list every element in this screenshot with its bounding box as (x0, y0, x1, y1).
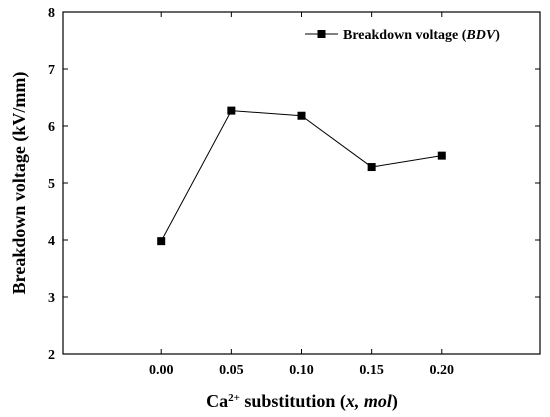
x-axis-title-middle: substitution ( (240, 391, 346, 412)
data-point (157, 237, 166, 246)
y-tick-label: 8 (48, 6, 55, 21)
legend-marker (317, 30, 326, 38)
series-line (160, 110, 442, 242)
x-tick-label: 0.00 (149, 363, 174, 378)
data-point (437, 151, 446, 160)
x-tick-label: 0.10 (289, 363, 314, 378)
y-tick-label: 4 (48, 234, 55, 249)
y-tick-label: 5 (48, 177, 55, 192)
plot-frame (62, 11, 541, 355)
x-axis-title-prefix: Ca (206, 391, 228, 411)
legend-label: Breakdown voltage (BDV) (343, 28, 500, 43)
x-axis-title-suffix: ) (392, 391, 398, 412)
y-tick-label: 6 (48, 120, 55, 135)
x-axis-title-italic: x, mol (345, 391, 392, 411)
legend-label-main: Breakdown voltage ( (343, 28, 467, 43)
y-tick-label: 3 (48, 291, 55, 306)
y-tick-label: 7 (48, 63, 55, 78)
data-point (297, 111, 306, 120)
y-axis: 2 3 4 5 6 7 8 (48, 6, 540, 363)
legend-label-close: ) (495, 28, 500, 43)
y-axis-title: Breakdown voltage (kV/mm) (9, 72, 30, 295)
series-layer (157, 106, 446, 246)
legend-label-italic: BDV (465, 28, 496, 43)
x-tick-label: 0.20 (430, 363, 455, 378)
x-axis: 0.00 0.05 0.10 0.15 0.20 (149, 12, 454, 378)
x-tick-label: 0.15 (359, 363, 384, 378)
data-point (227, 106, 236, 115)
data-point (367, 163, 376, 172)
y-tick-label: 2 (48, 348, 55, 363)
x-axis-title: Ca2+ substitution (x, mol) (206, 391, 398, 412)
legend: Breakdown voltage (BDV) (305, 28, 500, 43)
x-axis-title-sup: 2+ (228, 392, 240, 404)
x-tick-label: 0.05 (219, 363, 244, 378)
